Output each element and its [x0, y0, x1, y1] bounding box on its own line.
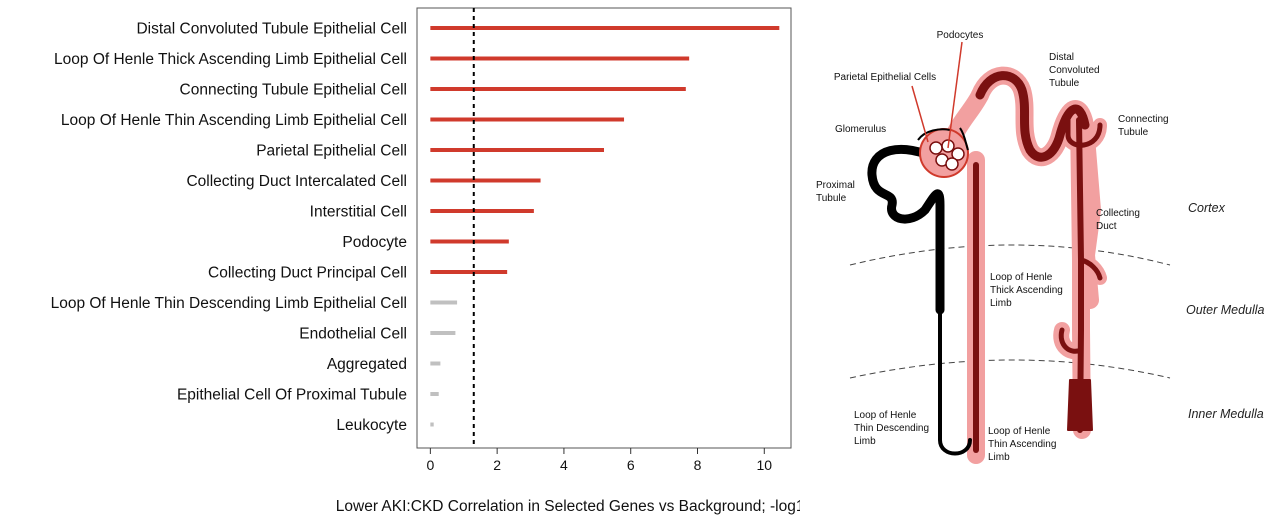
label-thick-1: Loop of Henle — [990, 272, 1053, 283]
label-parietal: Parietal Epithelial Cells — [834, 72, 936, 83]
zone-cortex: Cortex — [1188, 201, 1226, 215]
bar — [430, 178, 541, 183]
label-proximal-2: Tubule — [816, 193, 847, 204]
category-label: Connecting Tubule Epithelial Cell — [180, 82, 407, 99]
nephron-diagram: Podocytes Parietal Epithelial Cells Dist… — [816, 30, 1265, 464]
bar — [430, 26, 780, 30]
category-label: Loop Of Henle Thin Descending Limb Epith… — [51, 295, 407, 312]
outer-inner-medulla-boundary — [849, 359, 1171, 379]
bar — [430, 87, 686, 91]
category-label: Loop Of Henle Thick Ascending Limb Epith… — [54, 51, 407, 68]
category-label: Aggregated — [327, 356, 407, 373]
category-label: Podocyte — [342, 234, 407, 251]
bars-layer: Distal Convoluted Tubule Epithelial Cell… — [51, 21, 780, 434]
x-tick-label: 8 — [694, 457, 702, 473]
bar — [430, 209, 534, 213]
x-tick-label: 0 — [426, 457, 434, 473]
label-connecting-1: Connecting — [1118, 114, 1169, 125]
category-label: Collecting Duct Principal Cell — [208, 265, 407, 282]
label-thinasc-2: Thin Ascending — [988, 439, 1056, 450]
label-distal-3: Tubule — [1049, 78, 1080, 89]
bar — [430, 56, 690, 61]
category-label: Endothelial Cell — [299, 326, 407, 343]
x-axis: 0 2 4 6 8 10 — [426, 448, 772, 473]
label-podocytes: Podocytes — [937, 30, 984, 41]
label-thindesc-2: Thin Descending — [854, 423, 929, 434]
bar — [430, 331, 456, 335]
category-label: Leukocyte — [336, 417, 407, 434]
zone-inner-medulla: Inner Medulla — [1188, 407, 1264, 421]
category-label: Parietal Epithelial Cell — [256, 143, 407, 160]
category-label: Epithelial Cell Of Proximal Tubule — [177, 387, 407, 404]
zone-outer-medulla: Outer Medulla — [1186, 303, 1265, 317]
label-thick-2: Thick Ascending — [990, 285, 1063, 296]
x-tick-label: 4 — [560, 457, 568, 473]
label-collecting-1: Collecting — [1096, 208, 1140, 219]
x-tick-label: 2 — [493, 457, 501, 473]
category-label: Loop Of Henle Thin Ascending Limb Epithe… — [61, 112, 407, 129]
category-label: Collecting Duct Intercalated Cell — [186, 173, 407, 190]
label-thindesc-1: Loop of Henle — [854, 410, 917, 421]
label-distal-1: Distal — [1049, 52, 1074, 63]
bar — [430, 239, 509, 244]
x-tick-label: 10 — [756, 457, 772, 473]
glomerulus — [917, 127, 969, 178]
label-thinasc-1: Loop of Henle — [988, 426, 1051, 437]
x-tick-label: 6 — [627, 457, 635, 473]
bar — [430, 392, 439, 396]
label-thinasc-3: Limb — [988, 452, 1010, 463]
bar — [430, 270, 508, 274]
tubule-black — [867, 144, 972, 456]
cortex-medulla-boundary — [849, 244, 1171, 266]
label-connecting-2: Tubule — [1118, 127, 1149, 138]
bar — [430, 361, 441, 366]
bar — [430, 148, 604, 152]
label-glomerulus: Glomerulus — [835, 124, 886, 135]
tubule-dark — [973, 71, 1103, 453]
label-distal-2: Convoluted — [1049, 65, 1100, 76]
bar — [430, 300, 458, 305]
category-label: Interstitial Cell — [310, 204, 407, 221]
parietal-pointer — [911, 85, 929, 143]
bar — [430, 422, 434, 427]
x-axis-label: Lower AKI:CKD Correlation in Selected Ge… — [336, 498, 800, 515]
label-thindesc-3: Limb — [854, 436, 876, 447]
plot-frame — [416, 7, 792, 449]
bar — [430, 117, 625, 122]
podocytes-pointer — [947, 41, 963, 149]
category-label: Distal Convoluted Tubule Epithelial Cell — [136, 21, 407, 38]
label-collecting-2: Duct — [1096, 221, 1117, 232]
label-proximal-1: Proximal — [816, 180, 855, 191]
bar-chart: Distal Convoluted Tubule Epithelial Cell… — [51, 7, 800, 515]
label-thick-3: Limb — [990, 298, 1012, 309]
